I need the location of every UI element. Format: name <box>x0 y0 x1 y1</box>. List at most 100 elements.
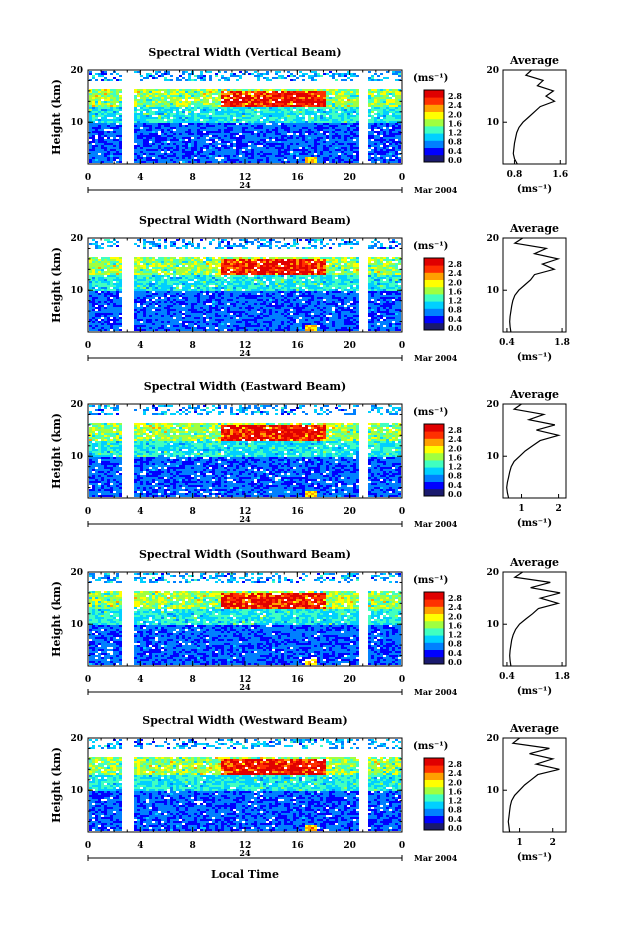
heatmap-cell <box>251 109 254 111</box>
heatmap-cell <box>89 95 92 97</box>
heatmap-cell <box>317 127 320 129</box>
heatmap-cell <box>188 133 191 135</box>
heatmap-cell <box>239 123 242 125</box>
heatmap-cell <box>161 123 164 125</box>
heatmap-cell <box>314 75 317 77</box>
heatmap-cell <box>176 327 179 329</box>
heatmap-cell <box>155 143 158 145</box>
heatmap-cell <box>143 259 146 261</box>
heatmap-cell <box>92 161 95 163</box>
heatmap-cell <box>317 89 320 91</box>
heatmap-cell <box>308 91 311 93</box>
heatmap-cell <box>182 279 185 281</box>
heatmap-cell <box>323 139 326 141</box>
heatmap-cell <box>197 119 200 121</box>
heatmap-cell <box>281 101 284 103</box>
heatmap-cell <box>149 285 152 287</box>
heatmap-cell <box>194 297 197 299</box>
heatmap-cell <box>92 289 95 291</box>
heatmap-cell <box>323 95 326 97</box>
heatmap-cell <box>164 123 167 125</box>
heatmap-cell <box>383 141 386 143</box>
heatmap-cell <box>116 317 119 319</box>
heatmap-cell <box>98 285 101 287</box>
heatmap-cell <box>104 295 107 297</box>
heatmap-cell <box>113 131 116 133</box>
heatmap-cell <box>140 119 143 121</box>
heatmap-cell <box>281 151 284 153</box>
heatmap-cell <box>89 125 92 127</box>
heatmap-cell <box>308 145 311 147</box>
heatmap-cell <box>368 89 371 91</box>
heatmap-cell <box>167 319 170 321</box>
heatmap-cell <box>368 93 371 95</box>
heatmap-cell <box>263 137 266 139</box>
heatmap-cell <box>383 121 386 123</box>
heatmap-cell <box>116 315 119 317</box>
heatmap-cell <box>158 137 161 139</box>
heatmap-cell <box>212 141 215 143</box>
heatmap-cell <box>338 93 341 95</box>
heatmap-cell <box>329 145 332 147</box>
heatmap-cell <box>221 159 224 161</box>
heatmap-cell <box>113 93 116 95</box>
heatmap-cell <box>395 159 398 161</box>
heatmap-cell <box>89 309 92 311</box>
heatmap-cell <box>242 147 245 149</box>
heatmap-cell <box>287 129 290 131</box>
heatmap-cell <box>389 89 392 91</box>
heatmap-cell <box>185 97 188 99</box>
heatmap-cell <box>347 139 350 141</box>
heatmap-cell <box>89 301 92 303</box>
heatmap-cell <box>152 293 155 295</box>
heatmap-cell <box>287 153 290 155</box>
heatmap-cell <box>110 103 113 105</box>
heatmap-cell <box>272 121 275 123</box>
heatmap-cell <box>107 321 110 323</box>
heatmap-cell <box>188 277 191 279</box>
heatmap-cell <box>296 151 299 153</box>
heatmap-cell <box>170 93 173 95</box>
heatmap-cell <box>278 157 281 159</box>
heatmap-cell <box>278 127 281 129</box>
heatmap-cell <box>89 71 92 73</box>
heatmap-cell <box>251 127 254 129</box>
heatmap-cell <box>197 161 200 163</box>
heatmap-cell <box>278 77 281 79</box>
heatmap-cell <box>332 77 335 79</box>
heatmap-cell <box>173 287 176 289</box>
heatmap-cell <box>176 115 179 117</box>
heatmap-cell <box>149 313 152 315</box>
heatmap-cell <box>212 115 215 117</box>
heatmap-cell <box>98 97 101 99</box>
heatmap-cell <box>143 281 146 283</box>
heatmap-cell <box>245 145 248 147</box>
heatmap-cell <box>143 303 146 305</box>
heatmap-cell <box>371 101 374 103</box>
heatmap-cell <box>140 259 143 261</box>
heatmap-cell <box>119 301 122 303</box>
heatmap-cell <box>263 155 266 157</box>
heatmap-cell <box>296 139 299 141</box>
heatmap-cell <box>212 159 215 161</box>
heatmap-cell <box>257 79 260 81</box>
heatmap-cell <box>110 113 113 115</box>
heatmap-cell <box>239 117 242 119</box>
heatmap-cell <box>176 149 179 151</box>
heatmap-cell <box>290 73 293 75</box>
heatmap-cell <box>272 129 275 131</box>
heatmap-cell <box>146 113 149 115</box>
heatmap-cell <box>368 155 371 157</box>
heatmap-cell <box>227 91 230 93</box>
heatmap-cell <box>233 145 236 147</box>
heatmap-cell <box>230 105 233 107</box>
heatmap-cell <box>251 129 254 131</box>
heatmap-cell <box>104 299 107 301</box>
heatmap-cell <box>134 113 137 115</box>
heatmap-cell <box>248 149 251 151</box>
heatmap-cell <box>206 101 209 103</box>
heatmap-cell <box>281 105 284 107</box>
heatmap-cell <box>302 103 305 105</box>
heatmap-cell <box>383 105 386 107</box>
heatmap-cell <box>239 113 242 115</box>
